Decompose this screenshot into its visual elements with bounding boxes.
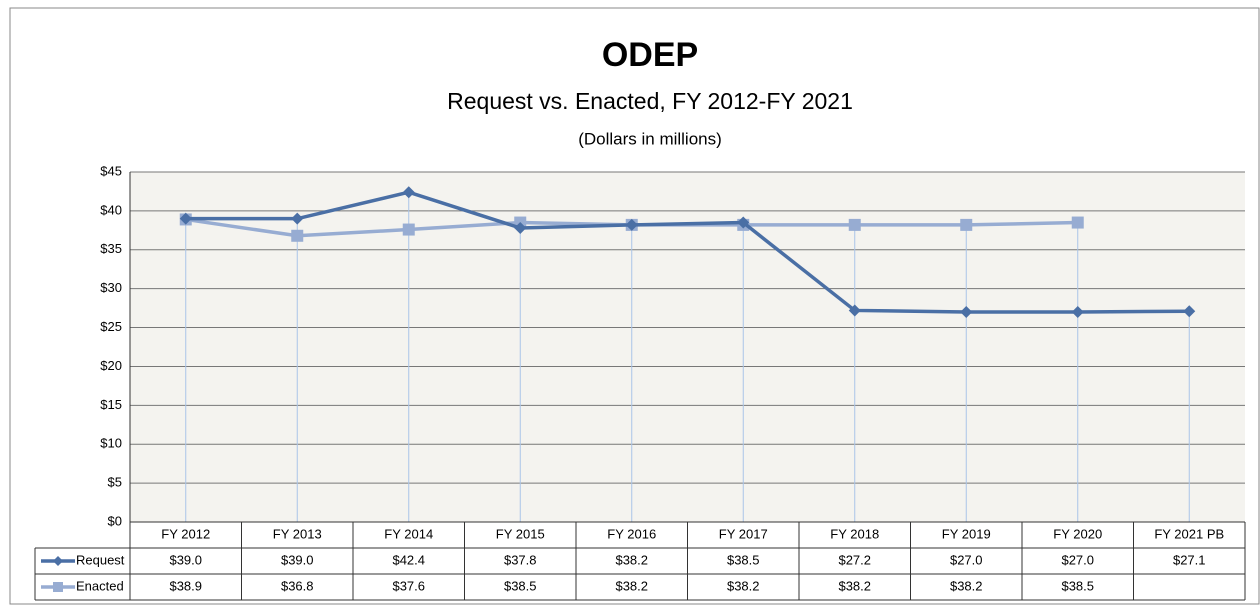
chart-note: (Dollars in millions) (578, 129, 722, 148)
data-label: $38.5 (504, 578, 537, 593)
x-tick-label: FY 2018 (830, 526, 879, 541)
data-label: $38.2 (727, 578, 760, 593)
series-line (185, 190, 1190, 314)
y-tick-label: $5 (108, 475, 122, 490)
legend-label: Request (76, 552, 125, 567)
data-label: $38.2 (838, 578, 871, 593)
marker (1071, 216, 1084, 229)
x-tick-label: FY 2019 (942, 526, 991, 541)
data-label: $38.2 (950, 578, 983, 593)
data-label: $39.0 (281, 552, 314, 567)
y-tick-label: $35 (100, 241, 122, 256)
data-label: $37.6 (392, 578, 425, 593)
x-tick-label: FY 2016 (607, 526, 656, 541)
data-label: $38.2 (615, 552, 648, 567)
x-tick-label: FY 2014 (384, 526, 433, 541)
marker (848, 304, 861, 317)
y-tick-label: $20 (100, 358, 122, 373)
marker (53, 582, 63, 592)
marker (1071, 306, 1084, 318)
x-tick-label: FY 2021 PB (1154, 526, 1224, 541)
legend-label: Enacted (76, 578, 124, 593)
marker (179, 212, 192, 225)
marker (53, 556, 63, 566)
x-tick-label: FY 2015 (496, 526, 545, 541)
y-tick-label: $45 (100, 163, 122, 178)
marker (960, 218, 973, 231)
y-tick-label: $15 (100, 397, 122, 412)
marker (848, 218, 861, 231)
data-label: $27.0 (1061, 552, 1094, 567)
data-label: $38.5 (1061, 578, 1094, 593)
data-label: $39.0 (169, 552, 202, 567)
data-label: $37.8 (504, 552, 537, 567)
data-label: $27.0 (950, 552, 983, 567)
x-tick-label: FY 2017 (719, 526, 768, 541)
chart-title: ODEP (602, 36, 698, 74)
data-label: $38.2 (615, 578, 648, 593)
x-tick-label: FY 2020 (1053, 526, 1102, 541)
y-tick-label: $10 (100, 436, 122, 451)
marker (625, 218, 638, 231)
data-label: $38.9 (169, 578, 202, 593)
y-tick-label: $0 (108, 513, 122, 528)
chart-subtitle: Request vs. Enacted, FY 2012-FY 2021 (447, 88, 853, 114)
marker (402, 186, 415, 199)
y-tick-label: $40 (100, 202, 122, 217)
marker (402, 223, 415, 236)
data-label: $38.5 (727, 552, 760, 567)
marker (291, 212, 304, 225)
data-label: $27.2 (838, 552, 871, 567)
x-tick-label: FY 2012 (161, 526, 210, 541)
marker (514, 222, 527, 234)
y-tick-label: $30 (100, 280, 122, 295)
data-label: $36.8 (281, 578, 314, 593)
marker (291, 229, 304, 242)
data-label: $42.4 (392, 552, 425, 567)
marker (737, 216, 750, 229)
plot-area (130, 172, 1245, 522)
x-tick-label: FY 2013 (273, 526, 322, 541)
marker (960, 306, 973, 318)
y-tick-label: $25 (100, 319, 122, 334)
data-label: $27.1 (1173, 552, 1206, 567)
marker (1183, 305, 1196, 318)
